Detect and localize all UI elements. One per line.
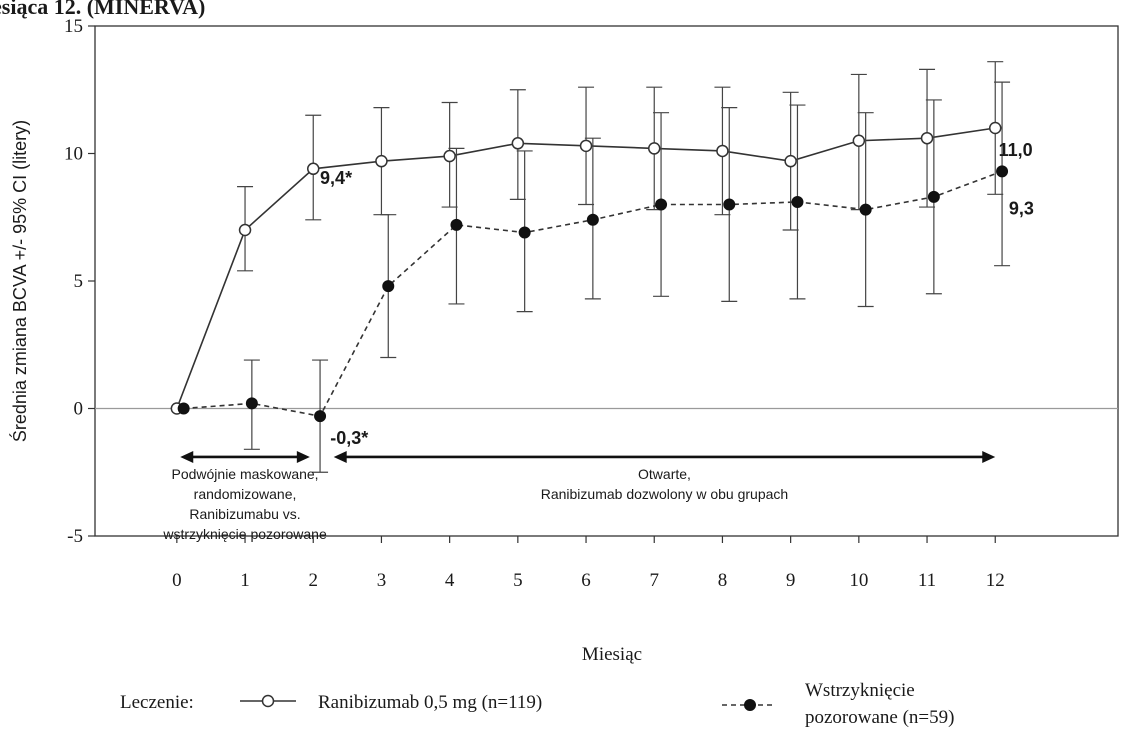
y-tick-label: 15	[64, 16, 83, 37]
x-tick-label: 7	[649, 570, 659, 591]
data-point	[920, 131, 934, 145]
data-point	[716, 144, 729, 158]
legend: Leczenie: Ranibizumab 0,5 mg (n=119) Wst…	[120, 680, 954, 728]
y-axis: -5 0 5 10 15	[64, 16, 95, 547]
x-tick-label: 2	[308, 570, 318, 591]
x-tick-label: 8	[718, 570, 728, 591]
y-axis-label: Średnia zmiana BCVA +/- 95% CI (litery)	[9, 120, 30, 442]
data-point	[375, 154, 388, 168]
y-tick-label: -5	[67, 526, 83, 547]
x-tick-label: 3	[377, 570, 387, 591]
legend-swatch-sham-marker	[744, 699, 756, 711]
legend-label-ranibizumab: Ranibizumab 0,5 mg (n=119)	[318, 692, 542, 713]
period-arrow-head-right	[982, 450, 996, 463]
period-arrow-head-left	[180, 450, 194, 463]
value-callout: 9,4*	[320, 168, 352, 188]
period-annotation-line: Otwarte,	[638, 466, 691, 482]
period-arrows-layer: Podwójnie maskowane, randomizowane, Ranibi…	[162, 450, 996, 542]
data-point	[859, 203, 872, 216]
value-callout: -0,3*	[330, 428, 368, 448]
period-annotation-line: wstrzyknięcie pozorowane	[162, 526, 327, 542]
series-layer	[170, 61, 1011, 473]
x-tick-label: 4	[445, 570, 455, 591]
data-point	[586, 213, 599, 226]
data-point	[655, 198, 668, 211]
data-point	[511, 137, 525, 150]
y-tick-label: 0	[74, 399, 84, 420]
legend-label-sham-line2: pozorowane (n=59)	[805, 707, 954, 728]
data-point	[784, 154, 797, 168]
data-point	[382, 280, 395, 293]
data-point	[314, 410, 327, 423]
data-point	[238, 223, 252, 237]
period-annotation-line: randomizowane,	[194, 486, 297, 502]
x-tick-label: 11	[918, 570, 936, 591]
data-point	[306, 162, 320, 176]
plot-area	[94, 25, 1119, 537]
data-point	[579, 139, 593, 153]
legend-label-sham-line1: Wstrzyknięcie	[805, 680, 915, 701]
data-point	[245, 397, 258, 410]
legend-title: Leczenie:	[120, 692, 194, 713]
period-arrow-head-left	[333, 450, 347, 463]
header-fragment: esiąca 12. (MINERVA)	[0, 0, 205, 19]
x-tick-label: 6	[581, 570, 591, 591]
y-tick-label: 10	[64, 144, 83, 165]
period-annotation-line: Ranibizumabu vs.	[189, 506, 300, 522]
x-tick-label: 10	[849, 570, 868, 591]
period-annotation-line: Podwójnie maskowane,	[171, 466, 318, 482]
data-point	[177, 402, 190, 415]
series-ranibizumab	[170, 61, 1004, 415]
x-tick-label: 1	[240, 570, 250, 591]
data-point	[647, 142, 661, 155]
x-axis: 0 1 2 3 4 5 6 7 8 9 10 11 12	[172, 536, 1005, 591]
data-point	[927, 190, 940, 203]
callout-layer: 9,4* -0,3* 11,0 9,3	[320, 140, 1034, 448]
data-point	[988, 121, 1002, 135]
value-callout: 9,3	[1009, 199, 1034, 219]
data-point	[518, 226, 531, 239]
period-arrow-head-right	[296, 450, 310, 463]
data-point	[996, 165, 1009, 178]
legend-swatch-ranibizumab-marker	[261, 694, 275, 708]
value-callout: 11,0	[999, 140, 1033, 160]
data-point	[450, 218, 463, 231]
x-axis-label: Miesiąc	[582, 644, 642, 665]
period-masked: Podwójnie maskowane, randomizowane, Ranibi…	[162, 450, 327, 542]
series-sham	[177, 81, 1011, 473]
x-tick-label: 5	[513, 570, 523, 591]
x-tick-label: 12	[986, 570, 1005, 591]
data-point	[791, 195, 804, 208]
x-tick-label: 0	[172, 570, 182, 591]
x-tick-label: 9	[786, 570, 796, 591]
period-open-label: Otwarte, Ranibizumab dozwolony w obu grup…	[333, 450, 996, 502]
data-point	[852, 134, 866, 147]
data-point	[723, 198, 736, 211]
y-tick-label: 5	[74, 271, 84, 292]
data-point	[443, 149, 456, 163]
period-annotation-line: Ranibizumab dozwolony w obu grupach	[541, 486, 788, 502]
